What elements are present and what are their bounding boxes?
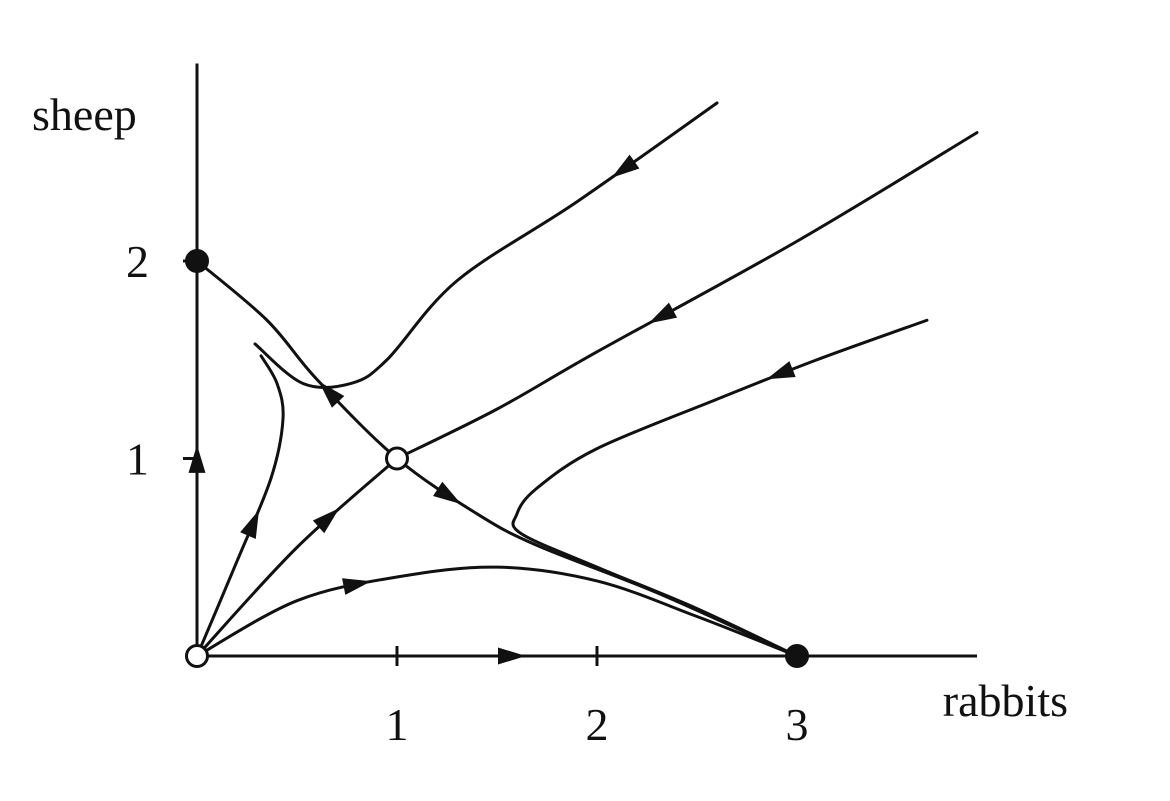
x-tick-label-3: 3: [786, 699, 809, 750]
fixed-points: [185, 249, 809, 668]
fixed-point-unstable-1: [185, 644, 209, 668]
fixed-point-stable-2: [185, 249, 209, 273]
trajectory-1: [253, 101, 719, 389]
fixed-point-saddle-4: [385, 446, 409, 471]
arrow-4-2: [433, 481, 462, 505]
trajectory-2: [395, 131, 979, 460]
arrow-5-1: [240, 509, 260, 539]
x-axis-label: rabbits: [943, 675, 1068, 726]
arrow-6-1: [312, 508, 340, 534]
trajectory-4: [195, 259, 799, 658]
arrow-7-1: [342, 578, 372, 595]
x-tick-label-2: 2: [586, 699, 609, 750]
trajectory-6: [195, 457, 399, 658]
x-tick-label-1: 1: [386, 699, 409, 750]
trajectory-7: [195, 565, 799, 658]
trajectories: [195, 101, 979, 658]
x-ticks: 1 2 3: [386, 646, 809, 750]
arrow-2-1: [648, 302, 678, 324]
y-ticks: 12: [126, 236, 197, 485]
arrow-9-1: [498, 647, 526, 665]
trajectory-3: [511, 318, 929, 658]
fixed-point-stable-3: [785, 644, 809, 668]
arrow-1-1: [611, 154, 640, 178]
arrow-4-1: [318, 381, 345, 408]
trajectory-5: [195, 354, 285, 658]
arrow-3-1: [766, 361, 796, 380]
y-axis-label: sheep: [32, 89, 137, 140]
y-tick-label-1: 1: [126, 434, 149, 485]
y-tick-label-2: 2: [126, 236, 149, 287]
arrow-8-1: [188, 444, 206, 473]
direction-arrows: [188, 154, 796, 665]
